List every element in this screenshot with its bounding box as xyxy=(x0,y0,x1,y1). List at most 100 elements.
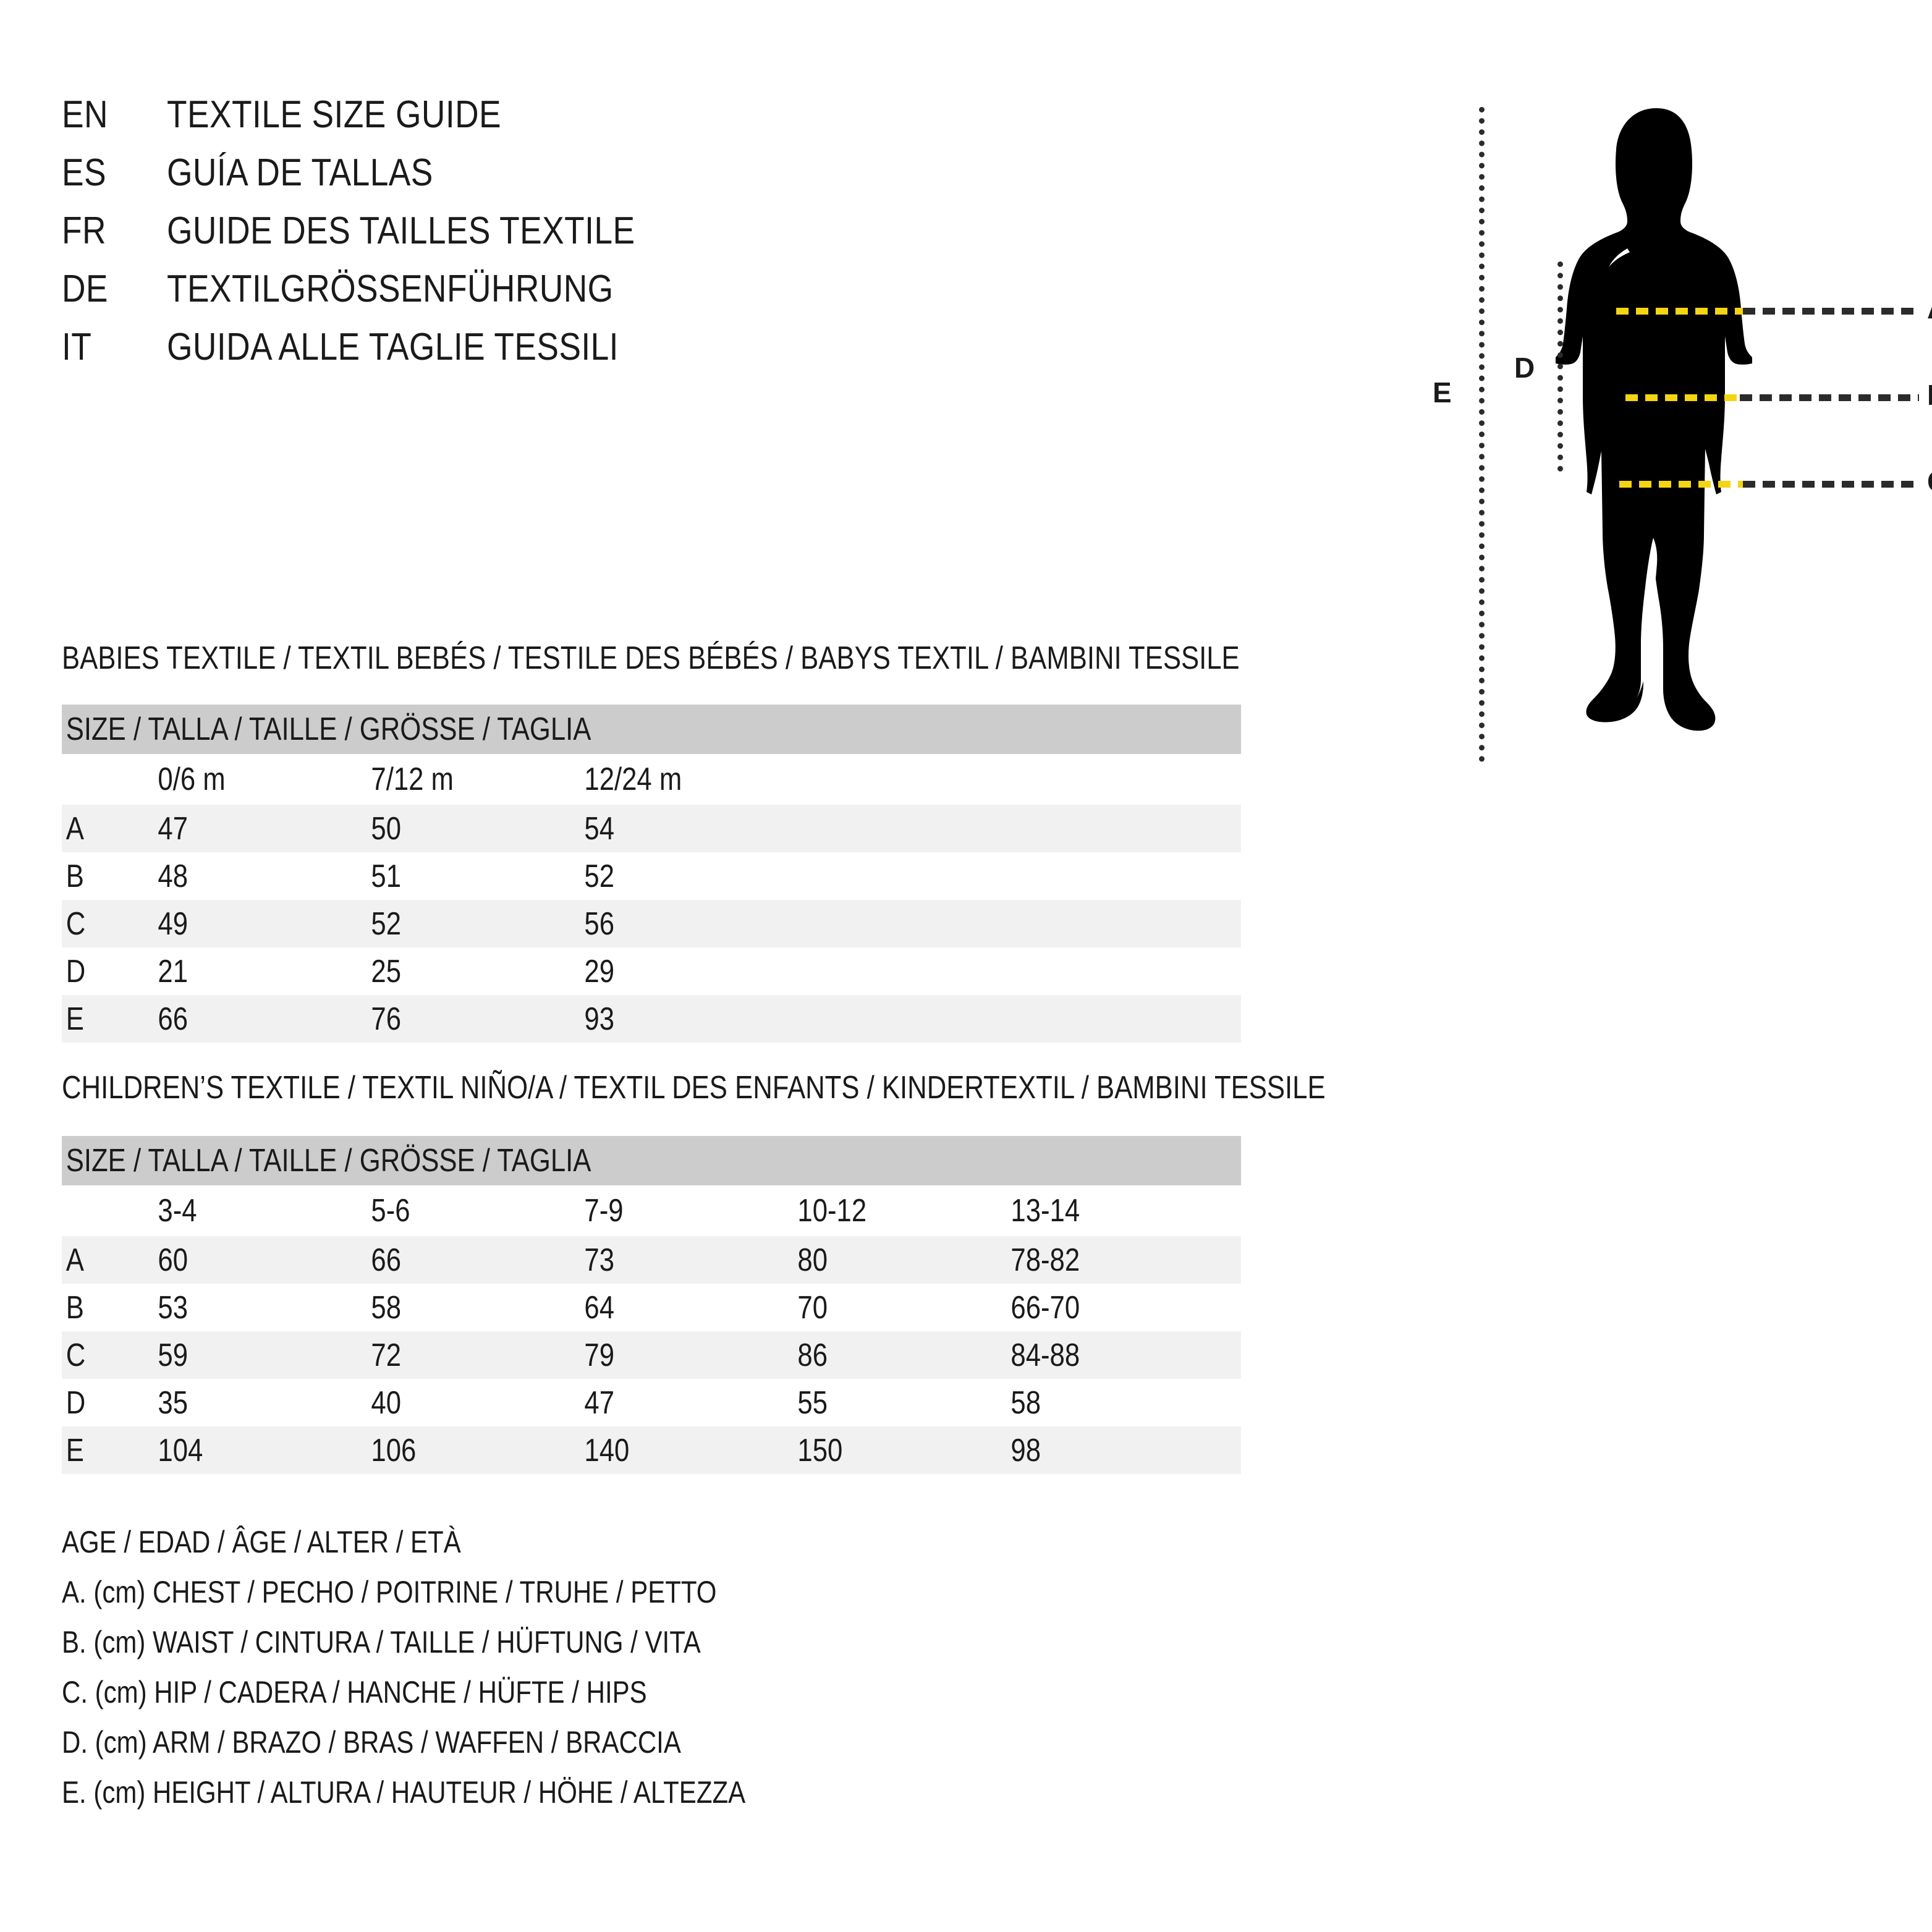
children-table-header-label: SIZE / TALLA / TAILLE / GRÖSSE / TAGLIA xyxy=(66,1143,591,1179)
babies-size-table: SIZE / TALLA / TAILLE / GRÖSSE / TAGLIA … xyxy=(62,705,1241,1043)
babies-column-0: 0/6 m xyxy=(158,761,226,797)
children-d-1: 40 xyxy=(371,1384,401,1421)
children-d-2: 47 xyxy=(584,1384,614,1421)
table-row: B 48 51 52 xyxy=(62,852,1241,900)
children-e-3: 150 xyxy=(797,1432,843,1468)
title-row-en: EN TEXTILE SIZE GUIDE xyxy=(62,93,927,151)
table-row: D 21 25 29 xyxy=(62,947,1241,995)
title-row-it: IT GUIDA ALLE TAGLIE TESSILI xyxy=(62,325,927,383)
children-column-0: 3-4 xyxy=(158,1193,197,1229)
table-row: B 53 58 64 70 66-70 xyxy=(62,1284,1241,1331)
babies-d-0: 21 xyxy=(158,953,188,989)
babies-b-0: 48 xyxy=(158,858,188,894)
table-row: E 66 76 93 xyxy=(62,995,1241,1043)
children-column-1: 5-6 xyxy=(371,1193,410,1229)
children-c-1: 72 xyxy=(371,1337,401,1373)
legend-line-c-hip: C. (cm) HIP / CADERA / HANCHE / HÜFTE / … xyxy=(62,1675,647,1710)
table-row: C 59 72 79 86 84-88 xyxy=(62,1331,1241,1379)
waist-leader-line-b xyxy=(1740,394,1919,401)
babies-c-1: 52 xyxy=(371,905,401,942)
title-row-es: ES GUÍA DE TALLAS xyxy=(62,151,927,209)
children-row-label-b: B xyxy=(66,1289,84,1326)
babies-table-header-bar: SIZE / TALLA / TAILLE / GRÖSSE / TAGLIA xyxy=(62,705,1241,754)
babies-column-1: 7/12 m xyxy=(371,761,454,797)
babies-e-1: 76 xyxy=(371,1001,401,1037)
chest-measure-line-a xyxy=(1616,308,1746,315)
title-text-en: TEXTILE SIZE GUIDE xyxy=(167,93,502,136)
language-code-en: EN xyxy=(62,93,108,136)
measure-label-d: D xyxy=(1514,352,1535,384)
children-b-1: 58 xyxy=(371,1289,401,1326)
title-row-fr: FR GUIDE DES TAILLES TEXTILE xyxy=(62,209,927,267)
chest-leader-line-a xyxy=(1743,308,1919,315)
hip-measure-line-c xyxy=(1619,481,1746,488)
language-code-es: ES xyxy=(62,151,106,194)
legend-line-e-height: E. (cm) HEIGHT / ALTURA / HAUTEUR / HÖHE… xyxy=(62,1775,746,1810)
table-row: A 60 66 73 80 78-82 xyxy=(62,1236,1241,1284)
children-c-2: 79 xyxy=(584,1337,614,1373)
babies-e-0: 66 xyxy=(158,1001,188,1037)
measurement-diagram: E D A B C xyxy=(1415,74,1932,785)
babies-a-0: 47 xyxy=(158,810,188,847)
babies-row-label-c: C xyxy=(66,905,86,942)
legend-line-age: AGE / EDAD / ÂGE / ALTER / ETÀ xyxy=(62,1525,461,1559)
table-row: C 49 52 56 xyxy=(62,900,1241,947)
children-e-2: 140 xyxy=(584,1432,630,1468)
babies-b-2: 52 xyxy=(584,858,614,894)
children-d-3: 55 xyxy=(797,1384,828,1421)
children-size-table: SIZE / TALLA / TAILLE / GRÖSSE / TAGLIA … xyxy=(62,1136,1241,1474)
children-a-1: 66 xyxy=(371,1242,401,1278)
babies-d-2: 29 xyxy=(584,953,614,989)
children-row-label-a: A xyxy=(66,1242,84,1278)
title-text-es: GUÍA DE TALLAS xyxy=(167,151,433,194)
children-row-label-e: E xyxy=(66,1432,84,1468)
children-b-2: 64 xyxy=(584,1289,614,1326)
children-column-4: 13-14 xyxy=(1010,1193,1080,1229)
table-row: A 47 50 54 xyxy=(62,805,1241,852)
children-b-4: 66-70 xyxy=(1010,1289,1080,1326)
babies-row-label-d: D xyxy=(66,953,86,989)
children-table-header-bar: SIZE / TALLA / TAILLE / GRÖSSE / TAGLIA xyxy=(62,1136,1241,1185)
babies-column-header-row: 0/6 m 7/12 m 12/24 m xyxy=(62,754,1241,805)
waist-measure-line-b xyxy=(1625,394,1743,401)
children-e-1: 106 xyxy=(371,1432,417,1468)
measure-label-b: B xyxy=(1927,378,1932,412)
measure-label-a: A xyxy=(1927,292,1932,325)
children-a-3: 80 xyxy=(797,1242,828,1278)
children-column-3: 10-12 xyxy=(797,1193,867,1229)
babies-a-1: 50 xyxy=(371,810,401,847)
babies-a-2: 54 xyxy=(584,810,614,847)
children-d-0: 35 xyxy=(158,1384,188,1421)
children-e-4: 98 xyxy=(1010,1432,1041,1468)
measure-label-e: E xyxy=(1433,376,1452,409)
children-a-4: 78-82 xyxy=(1010,1242,1080,1278)
measurement-legend: AGE / EDAD / ÂGE / ALTER / ETÀ A. (cm) C… xyxy=(62,1517,1051,1818)
table-row: D 35 40 47 55 58 xyxy=(62,1379,1241,1426)
children-column-header-row: 3-4 5-6 7-9 10-12 13-14 xyxy=(62,1185,1241,1236)
babies-d-1: 25 xyxy=(371,953,401,989)
children-a-2: 73 xyxy=(584,1242,614,1278)
babies-row-label-e: E xyxy=(66,1001,84,1037)
language-code-de: DE xyxy=(62,268,108,310)
babies-c-0: 49 xyxy=(158,905,188,942)
babies-table-header-label: SIZE / TALLA / TAILLE / GRÖSSE / TAGLIA xyxy=(66,711,591,747)
children-b-3: 70 xyxy=(797,1289,828,1326)
children-column-2: 7-9 xyxy=(584,1193,624,1229)
babies-column-2: 12/24 m xyxy=(584,761,682,797)
children-d-4: 58 xyxy=(1010,1384,1041,1421)
babies-b-1: 51 xyxy=(371,858,401,894)
children-b-0: 53 xyxy=(158,1289,188,1326)
children-a-0: 60 xyxy=(158,1242,188,1278)
children-c-4: 84-88 xyxy=(1010,1337,1080,1373)
legend-line-b-waist: B. (cm) WAIST / CINTURA / TAILLE / HÜFTU… xyxy=(62,1625,701,1659)
title-row-de: DE TEXTILGRÖSSENFÜHRUNG xyxy=(62,267,927,325)
table-row: E 104 106 140 150 98 xyxy=(62,1426,1241,1474)
language-code-fr: FR xyxy=(62,210,106,252)
arm-measure-line-d xyxy=(1557,261,1563,472)
babies-row-label-b: B xyxy=(66,858,84,894)
babies-c-2: 56 xyxy=(584,905,614,942)
babies-row-label-a: A xyxy=(66,810,84,847)
children-section-heading: CHILDREN’S TEXTILE / TEXTIL NIÑO/A / TEX… xyxy=(62,1070,1326,1106)
child-silhouette-icon xyxy=(1556,108,1752,731)
